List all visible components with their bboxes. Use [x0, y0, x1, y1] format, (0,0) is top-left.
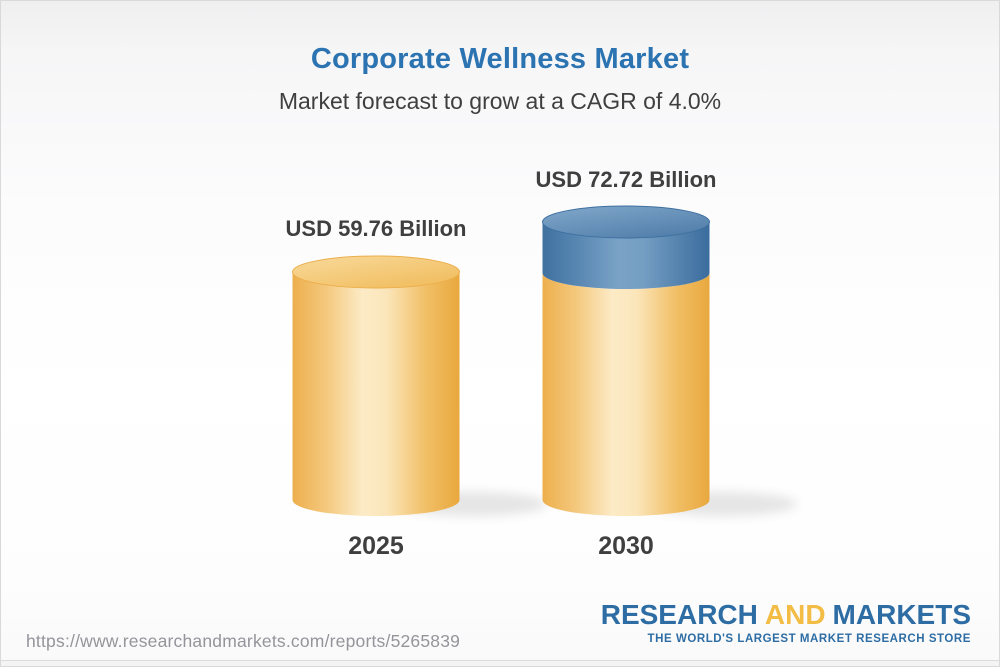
cylinder-2025: [292, 255, 460, 516]
cylinder-2025-side: [292, 272, 460, 516]
value-label-2030: USD 72.72 Billion: [535, 167, 717, 192]
logo-wordmark: RESEARCH AND MARKETS: [601, 601, 971, 629]
logo-word-research: RESEARCH: [600, 599, 758, 630]
logo-word-markets: MARKETS: [832, 599, 971, 630]
cylinder-2030: [542, 205, 710, 516]
cylinder-2030-base-side: [542, 273, 710, 516]
cylinder-2025-top: [292, 255, 460, 289]
report-url: https://www.researchandmarkets.com/repor…: [26, 631, 461, 651]
year-label-2030: 2030: [598, 532, 654, 560]
footer-divider: [1, 660, 999, 661]
year-label-2025: 2025: [348, 532, 404, 560]
logo-tagline: THE WORLD'S LARGEST MARKET RESEARCH STOR…: [647, 633, 971, 645]
cylinder-2030-top: [542, 205, 710, 239]
value-label-2025: USD 59.76 Billion: [285, 216, 467, 241]
page-subtitle: Market forecast to grow at a CAGR of 4.0…: [278, 88, 722, 114]
cylinder-2030-growth-side: [542, 222, 710, 289]
logo-word-and: AND: [764, 599, 826, 630]
footer-strip: [1, 661, 999, 666]
research-and-markets-logo: RESEARCH AND MARKETS THE WORLD'S LARGEST M…: [601, 601, 971, 646]
page-title: Corporate Wellness Market: [310, 43, 690, 75]
